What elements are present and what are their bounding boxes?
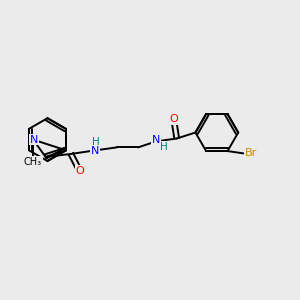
Text: H: H	[92, 137, 99, 147]
Text: O: O	[169, 114, 178, 124]
Text: N: N	[91, 146, 100, 156]
Text: N: N	[152, 135, 160, 145]
Text: Br: Br	[245, 148, 257, 158]
Text: H: H	[160, 142, 168, 152]
Text: O: O	[75, 166, 84, 176]
Text: CH₃: CH₃	[24, 157, 42, 167]
Text: N: N	[29, 135, 38, 145]
